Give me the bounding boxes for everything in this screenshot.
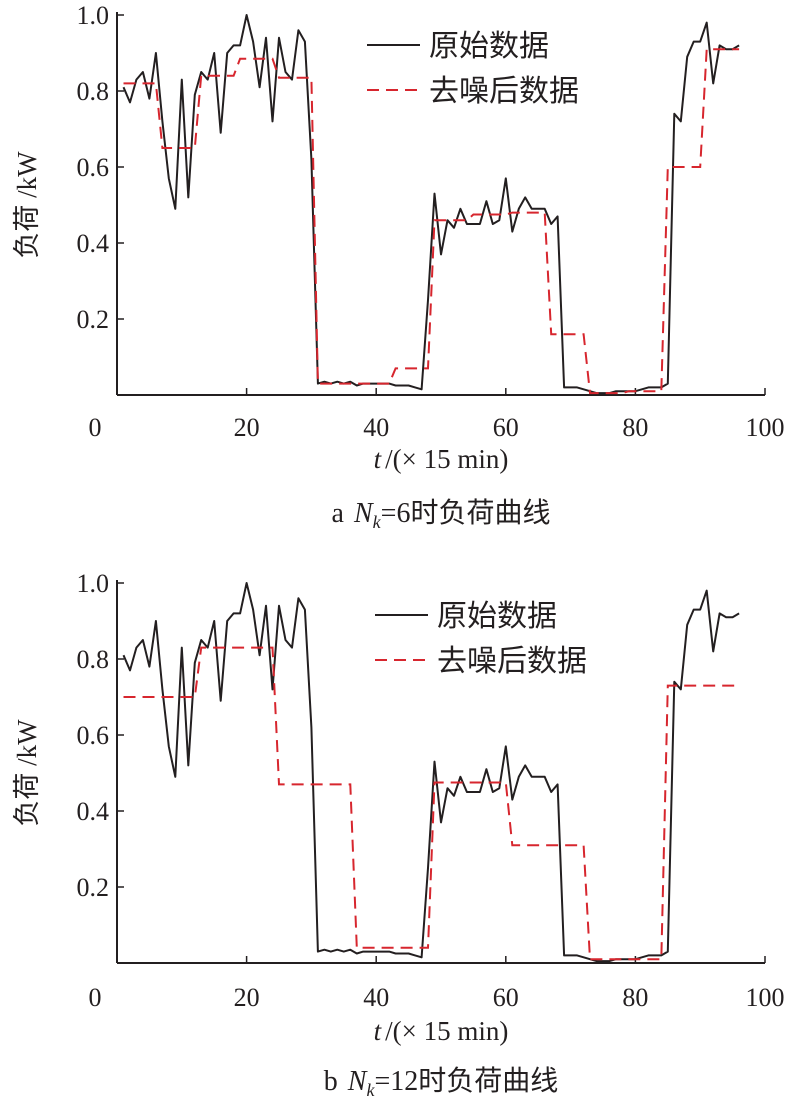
- caption-text: =12时负荷曲线: [374, 1065, 558, 1097]
- x-tick-label: 0: [89, 413, 102, 442]
- caption-sub: k: [366, 1080, 375, 1100]
- caption-label: b: [324, 1066, 338, 1097]
- chart-caption: b Nk=12时负荷曲线: [324, 1065, 558, 1100]
- x-tick-label: 20: [234, 983, 260, 1012]
- y-tick-label: 1.0: [77, 569, 110, 598]
- x-axis-label-variable: t: [374, 444, 383, 474]
- caption-n: N: [353, 498, 374, 529]
- caption-label: a: [332, 498, 345, 529]
- x-tick-label: 20: [234, 413, 260, 442]
- x-tick-label: 100: [746, 983, 785, 1012]
- y-axis-label: 负荷 /kW: [12, 151, 42, 259]
- series-raw-line: [122, 14, 740, 395]
- legend-denoised-label: 去噪后数据: [429, 75, 579, 108]
- x-axis-label-unit: /(× 15 min): [385, 1016, 508, 1046]
- x-axis-label: t/(× 15 min): [374, 444, 509, 474]
- y-tick-label: 1.0: [77, 1, 110, 30]
- y-tick-label: 0.8: [77, 645, 110, 674]
- x-axis-label-unit: /(× 15 min): [385, 444, 508, 474]
- y-tick-label: 0.6: [77, 153, 110, 182]
- x-tick-label: 40: [363, 413, 389, 442]
- y-tick-label: 0.6: [77, 721, 110, 750]
- caption-n: N: [347, 1066, 368, 1097]
- legend-raw-label: 原始数据: [429, 30, 549, 63]
- y-tick-label: 0.4: [77, 797, 110, 826]
- y-tick-label: 0.8: [77, 77, 110, 106]
- caption-sub: k: [373, 512, 382, 532]
- y-axis-label: 负荷 /kW: [12, 719, 42, 827]
- x-tick-label: 80: [622, 983, 648, 1012]
- chart-panel-b: 0.2 0.4 0.6 0.8 1.0 0 20 40 60 80 100 负荷 /kW t/(× 15…: [12, 569, 785, 1100]
- series-denoised-line: [123, 48, 740, 395]
- x-tick-label: 60: [493, 983, 519, 1012]
- series-denoised-line: [123, 646, 740, 961]
- caption-text: =6时负荷曲线: [381, 497, 551, 529]
- x-tick-label: 60: [493, 413, 519, 442]
- x-tick-label: 80: [622, 413, 648, 442]
- y-tick-label: 0.4: [77, 229, 110, 258]
- legend-denoised-label: 去噪后数据: [437, 645, 587, 678]
- series-raw-line: [122, 582, 740, 963]
- y-tick-label: 0.2: [77, 873, 110, 902]
- x-axis-label: t/(× 15 min): [374, 1016, 509, 1046]
- x-tick-label: 40: [363, 983, 389, 1012]
- legend-raw-label: 原始数据: [437, 600, 557, 633]
- y-tick-label: 0.2: [77, 305, 110, 334]
- chart-caption: a Nk=6时负荷曲线: [332, 497, 551, 532]
- x-tick-label: 100: [746, 413, 785, 442]
- chart-panel-a: 0.2 0.4 0.6 0.8 1.0 0 20 40 60 80 100 负荷 /kW t/(× 15…: [12, 1, 785, 532]
- x-tick-label: 0: [89, 983, 102, 1012]
- x-axis-label-variable: t: [374, 1016, 383, 1046]
